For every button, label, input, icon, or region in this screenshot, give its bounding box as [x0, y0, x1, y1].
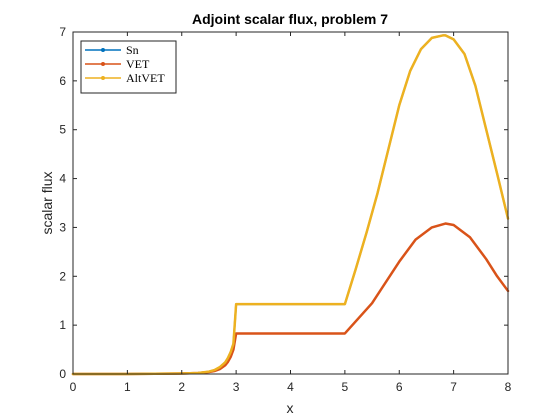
- x-tick-label: 8: [505, 380, 512, 394]
- x-tick-label: 5: [342, 380, 349, 394]
- y-tick-label: 4: [59, 172, 66, 186]
- x-tick-label: 2: [178, 380, 185, 394]
- y-tick-label: 1: [59, 318, 66, 332]
- series-layer: [71, 34, 510, 376]
- legend-swatch-marker: [101, 76, 105, 80]
- y-axis-label: scalar flux: [39, 171, 55, 234]
- axes-layer: 0 1 2 3 4 5 6 7 8 0 1 2 3 4 5 6 7: [59, 25, 511, 394]
- y-tick-label: 5: [59, 123, 66, 137]
- y-tick-label: 7: [59, 25, 66, 39]
- legend-swatch-marker: [101, 48, 105, 52]
- y-tick-label: 6: [59, 74, 66, 88]
- legend-label: VET: [126, 57, 150, 71]
- x-tick-label: 1: [124, 380, 131, 394]
- y-tick-label: 0: [59, 367, 66, 381]
- x-tick-label: 0: [70, 380, 77, 394]
- chart-title: Adjoint scalar flux, problem 7: [192, 11, 388, 27]
- x-axis-label: x: [287, 400, 294, 416]
- y-tick-label: 3: [59, 220, 66, 234]
- x-tick-label: 7: [450, 380, 457, 394]
- legend-label: AltVET: [126, 71, 165, 85]
- series-line-altvet: [71, 34, 510, 376]
- x-tick-label: 6: [396, 380, 403, 394]
- legend-label: Sn: [126, 43, 139, 57]
- y-tick-label: 2: [59, 269, 66, 283]
- legend-swatch-marker: [101, 62, 105, 66]
- x-tick-label: 4: [287, 380, 294, 394]
- x-tick-label: 3: [233, 380, 240, 394]
